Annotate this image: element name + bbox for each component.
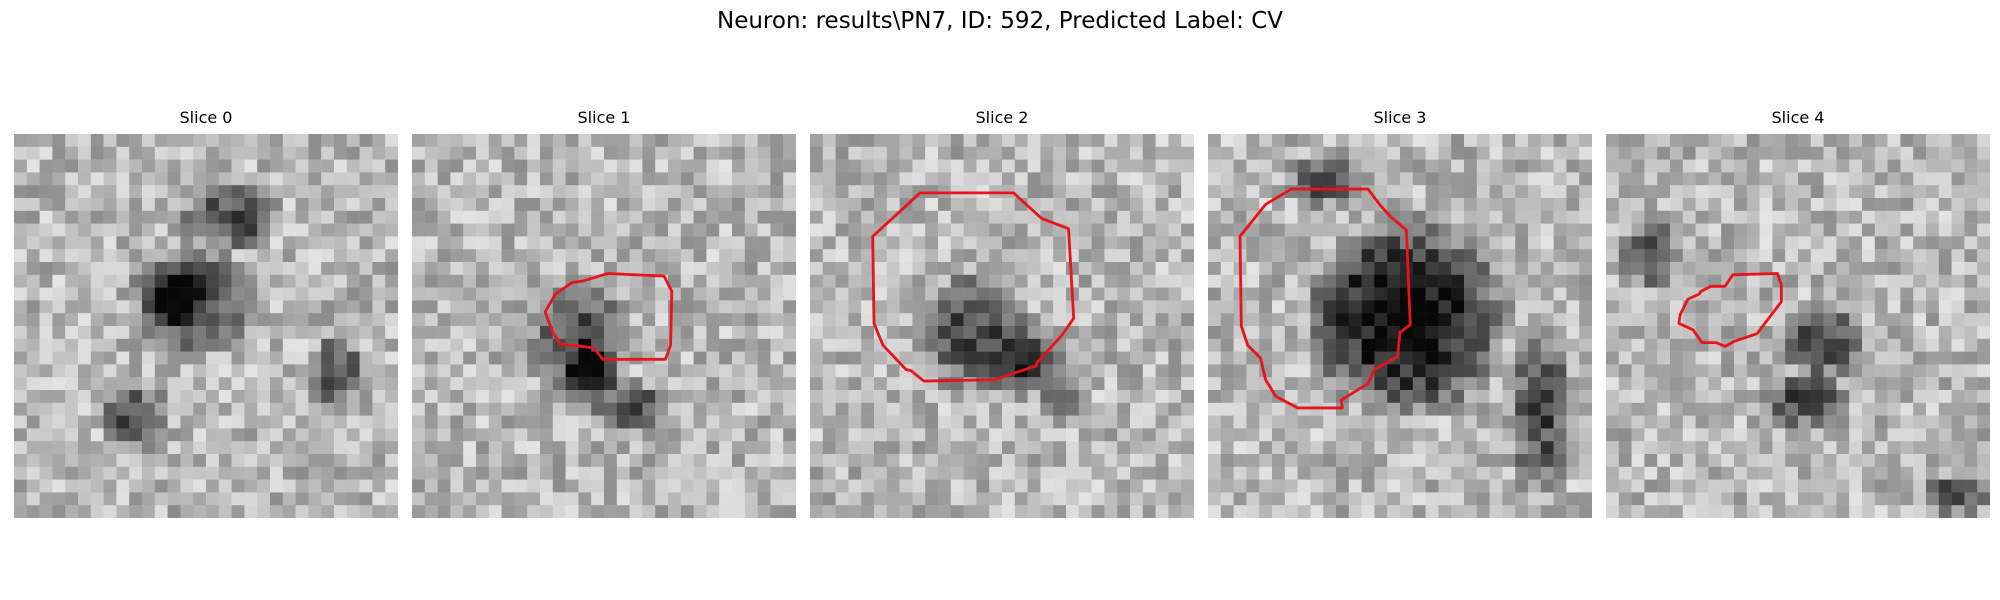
slice-panel: Slice 1 <box>412 108 796 526</box>
slice-panel: Slice 3 <box>1208 108 1592 526</box>
slice-title: Slice 2 <box>975 108 1029 127</box>
slice-panel: Slice 0 <box>14 108 398 526</box>
slice-image <box>412 134 796 518</box>
slice-title: Slice 3 <box>1373 108 1427 127</box>
slice-panel: Slice 2 <box>810 108 1194 526</box>
slice-title: Slice 1 <box>577 108 631 127</box>
slice-image <box>1606 134 1990 518</box>
slice-panel: Slice 4 <box>1606 108 1990 526</box>
segmentation-contour <box>871 191 1076 383</box>
figure-title: Neuron: results\PN7, ID: 592, Predicted … <box>717 8 1283 34</box>
segmentation-contour <box>1238 187 1412 410</box>
slice-image <box>810 134 1194 518</box>
segmentation-contour <box>543 272 674 361</box>
slice-title: Slice 0 <box>179 108 233 127</box>
slice-image <box>14 134 398 518</box>
segmentation-contour <box>1677 272 1783 348</box>
slice-title: Slice 4 <box>1771 108 1825 127</box>
slice-image <box>1208 134 1592 518</box>
